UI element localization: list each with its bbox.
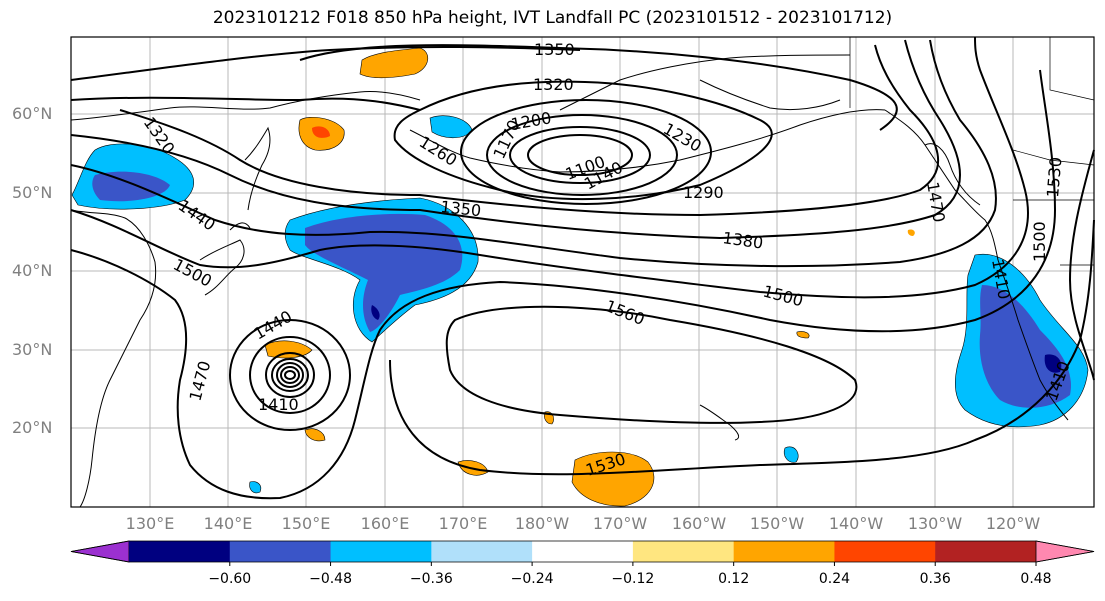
colorbar-segment: [632, 541, 735, 562]
lat-label: 50°N: [12, 183, 53, 202]
colorbar-segment: [229, 541, 332, 562]
contour-label: 1530: [1043, 156, 1065, 198]
contour-label: 1500: [1030, 221, 1049, 262]
colorbar-tick-label: 0.24: [819, 571, 850, 587]
lon-label: 160°E: [360, 514, 410, 533]
lon-label: 160°W: [671, 514, 727, 533]
colorbar-tick-label: −0.12: [611, 571, 654, 587]
lon-label: 140°E: [203, 514, 253, 533]
lon-label: 150°W: [749, 514, 805, 533]
lat-label: 30°N: [12, 340, 53, 359]
plot-title: 2023101212 F018 850 hPa height, IVT Land…: [212, 8, 893, 28]
lon-label: 120°W: [985, 514, 1041, 533]
lon-label: 130°E: [125, 514, 175, 533]
contour-label: 1350: [534, 40, 575, 59]
colorbar-outline: [70, 540, 1095, 563]
lat-label: 40°N: [12, 261, 53, 280]
lon-label: 130°W: [907, 514, 963, 533]
colorbar-segment: [935, 541, 1037, 562]
coastlines: [70, 54, 1069, 508]
lon-label: 170°E: [438, 514, 488, 533]
lat-label: 20°N: [12, 418, 53, 437]
lon-label: 150°E: [281, 514, 331, 533]
contour-label: 1320: [533, 75, 574, 94]
contour-label: 1290: [683, 183, 724, 202]
colorbar-tick-label: 0.12: [718, 571, 749, 587]
colorbar-tick-label: 0.48: [1020, 571, 1051, 587]
height-contours: [70, 36, 1095, 500]
lat-label: 60°N: [12, 104, 53, 123]
ivt-positive-shading: [264, 47, 915, 507]
colorbar-segment: [733, 541, 835, 562]
colorbar-tick-label: 0.36: [920, 571, 951, 587]
colorbar-segments: [70, 540, 1095, 563]
colorbar-tick-label: −0.24: [511, 571, 554, 587]
colorbar-tick-label: −0.48: [309, 571, 352, 587]
contour-label: 1410: [258, 395, 299, 414]
colorbar-tick-label: −0.60: [208, 571, 251, 587]
colorbar-segment: [330, 541, 432, 562]
colorbar-ticks: −0.60 −0.48 −0.36 −0.24 −0.12 0.12 0.24 0.36 0.4…: [208, 562, 1052, 587]
lon-label: 170°W: [592, 514, 648, 533]
contour-label: 1350: [440, 197, 482, 220]
graticule: [71, 37, 1094, 507]
colorbar-segment: [129, 541, 231, 562]
map-frame: [70, 36, 1095, 508]
colorbar-tick-label: −0.36: [410, 571, 453, 587]
colorbar-extend-low: [70, 540, 130, 563]
colorbar-extend-high: [1035, 540, 1095, 563]
colorbar-segment: [431, 541, 533, 562]
colorbar-segment: [834, 541, 936, 562]
lon-label: 180°W: [514, 514, 570, 533]
colorbar-segment: [532, 541, 634, 562]
lon-label: 140°W: [828, 514, 884, 533]
